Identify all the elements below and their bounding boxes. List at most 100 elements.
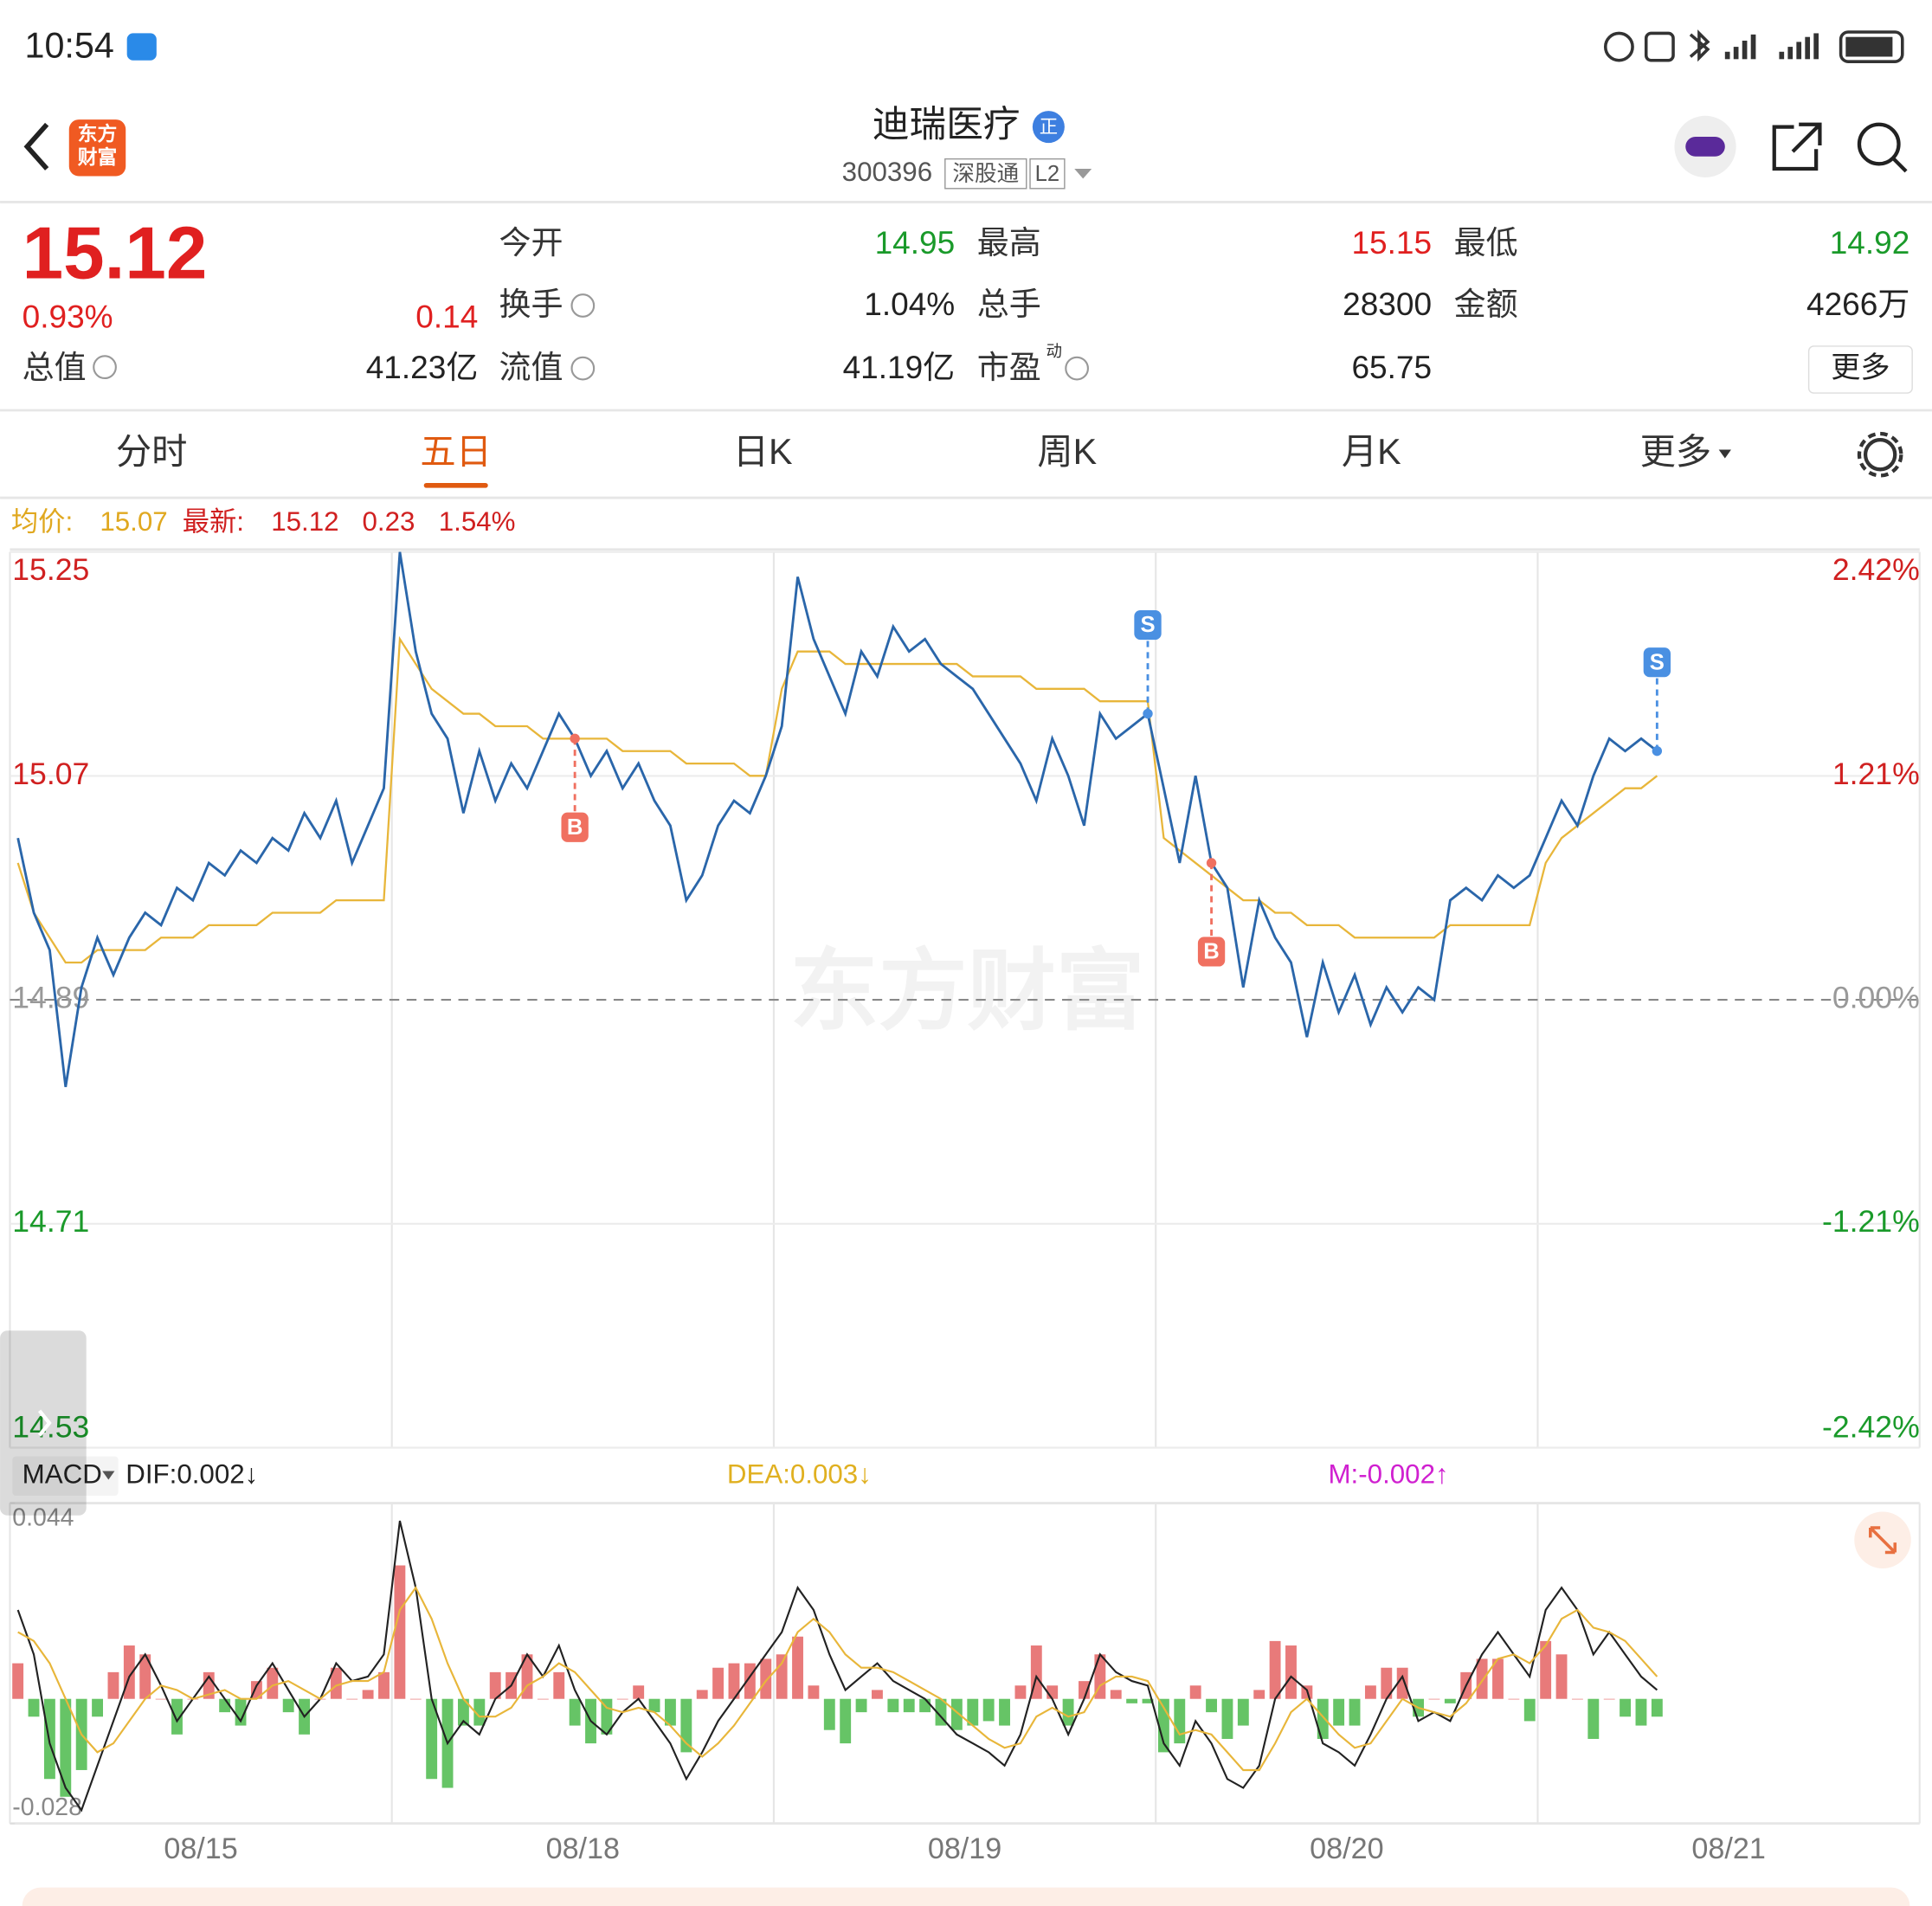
average-line (16, 635, 1658, 964)
trade-marker (1197, 937, 1226, 967)
field-value: 4266万 (1806, 287, 1909, 322)
macd-bar (473, 1698, 486, 1726)
macd-bar (1062, 1698, 1074, 1726)
expand-icon (1868, 1526, 1897, 1555)
macd-bar (792, 1636, 803, 1699)
macd-bar (1349, 1698, 1361, 1726)
tag-box (1029, 158, 1066, 190)
field-label: 总值 (23, 350, 87, 385)
y2-tick-label: -2.42% (1822, 1410, 1920, 1445)
macd-bar (950, 1698, 963, 1730)
macd-bar (1492, 1658, 1504, 1699)
app-logo[interactable] (68, 119, 126, 177)
legend-value: 15.07 (100, 506, 167, 537)
macd-bar (808, 1685, 820, 1699)
y2-tick-label: 1.21% (1832, 757, 1920, 791)
clock: 10:54 (25, 25, 114, 65)
badge-text: 正 (1040, 117, 1058, 138)
macd-bar (1206, 1698, 1217, 1713)
watermark: 东方财富 (789, 941, 1144, 1040)
legend-label: 均价: (11, 506, 73, 537)
macd-bar (633, 1685, 645, 1699)
side-drawer-handle[interactable] (0, 1330, 87, 1516)
indicator-selector[interactable] (12, 1456, 119, 1497)
dropdown-arrow[interactable] (1074, 169, 1092, 179)
tab[interactable]: 分时 (116, 432, 188, 472)
field-value: 15.15 (1351, 225, 1432, 261)
tab[interactable]: 更多 (1640, 432, 1712, 472)
macd-bar (1317, 1698, 1329, 1739)
legend-label: 最新: (183, 506, 244, 537)
avatar-face (1685, 136, 1725, 157)
macd-bar (1555, 1654, 1568, 1699)
trade-marker-label: B (1203, 940, 1220, 964)
tab[interactable]: 月K (1342, 432, 1401, 472)
macd-bar (1444, 1698, 1456, 1703)
dif-line (16, 1520, 1658, 1813)
trade-marker (1643, 647, 1671, 678)
x-tick-label: 08/20 (1310, 1832, 1383, 1865)
legend-value: 0.23 (363, 506, 415, 537)
macd-bar (967, 1698, 979, 1726)
tab[interactable]: 日K (733, 432, 793, 472)
macd-bar (1364, 1685, 1376, 1699)
signal-bars (1724, 33, 1819, 60)
macd-bar (378, 1671, 390, 1699)
macd-bar (887, 1698, 899, 1713)
macd-bar (1508, 1698, 1520, 1700)
macd-bar (1189, 1685, 1201, 1699)
trade-point (1206, 858, 1217, 868)
tag: L2 (1035, 162, 1059, 186)
macd-bar (1381, 1667, 1393, 1699)
field-label: 流值 (499, 350, 564, 385)
field-value: 1.04% (864, 287, 955, 322)
tab[interactable]: 周K (1037, 432, 1097, 472)
trade-marker-label: S (1650, 650, 1665, 674)
field-value: 41.23亿 (366, 350, 479, 385)
macd-bar (1221, 1698, 1233, 1739)
tab[interactable]: 五日 (420, 432, 492, 472)
share-button[interactable] (1772, 122, 1822, 171)
tab-bar: 分时 五日 日K 周K 月K 更多 (116, 432, 1731, 488)
field-label: 换手 (499, 287, 564, 322)
badge (1032, 111, 1065, 144)
bottom-banner[interactable] (22, 1887, 1910, 1906)
field-label: 市盈 (977, 350, 1041, 385)
macd-bar (1269, 1640, 1281, 1699)
macd-bar (1174, 1698, 1186, 1744)
macd-bar (648, 1698, 660, 1713)
info-icon[interactable] (570, 293, 596, 318)
macd-bar (1126, 1698, 1138, 1703)
settings-button[interactable] (1863, 438, 1897, 472)
legend-value: 1.54% (439, 506, 516, 537)
drawer-chevron (37, 1409, 52, 1437)
macd-bar (1110, 1690, 1122, 1699)
x-tick-label: 08/21 (1691, 1832, 1765, 1865)
y-tick-label: 0.044 (12, 1504, 74, 1532)
macd-bar (840, 1698, 852, 1744)
y-tick-label: 14.89 (12, 980, 89, 1014)
info-icon[interactable] (570, 356, 596, 381)
legend-value: 15.12 (271, 506, 338, 537)
last-price: 15.12 (23, 212, 208, 294)
macd-dif: DIF:0.002↓ (126, 1458, 258, 1489)
macd-bar (267, 1667, 279, 1699)
macd-bar (728, 1663, 740, 1699)
search-button[interactable] (1857, 122, 1901, 166)
macd-bar (282, 1698, 294, 1713)
macd-bar (1620, 1698, 1632, 1717)
macd-bar (1635, 1698, 1647, 1726)
back-button[interactable] (23, 122, 49, 171)
macd-bar (394, 1565, 406, 1699)
info-icon[interactable] (93, 355, 117, 380)
field-label: 最低 (1454, 225, 1518, 261)
macd-bar (1142, 1698, 1154, 1703)
macd-bar (1476, 1658, 1488, 1699)
macd-bar (330, 1667, 342, 1699)
info-icon[interactable] (1065, 356, 1089, 381)
macd-bar (1523, 1698, 1536, 1722)
tab-arrow (1718, 449, 1731, 459)
indicator-name: MACD (23, 1458, 102, 1489)
more-button[interactable] (1807, 345, 1913, 394)
